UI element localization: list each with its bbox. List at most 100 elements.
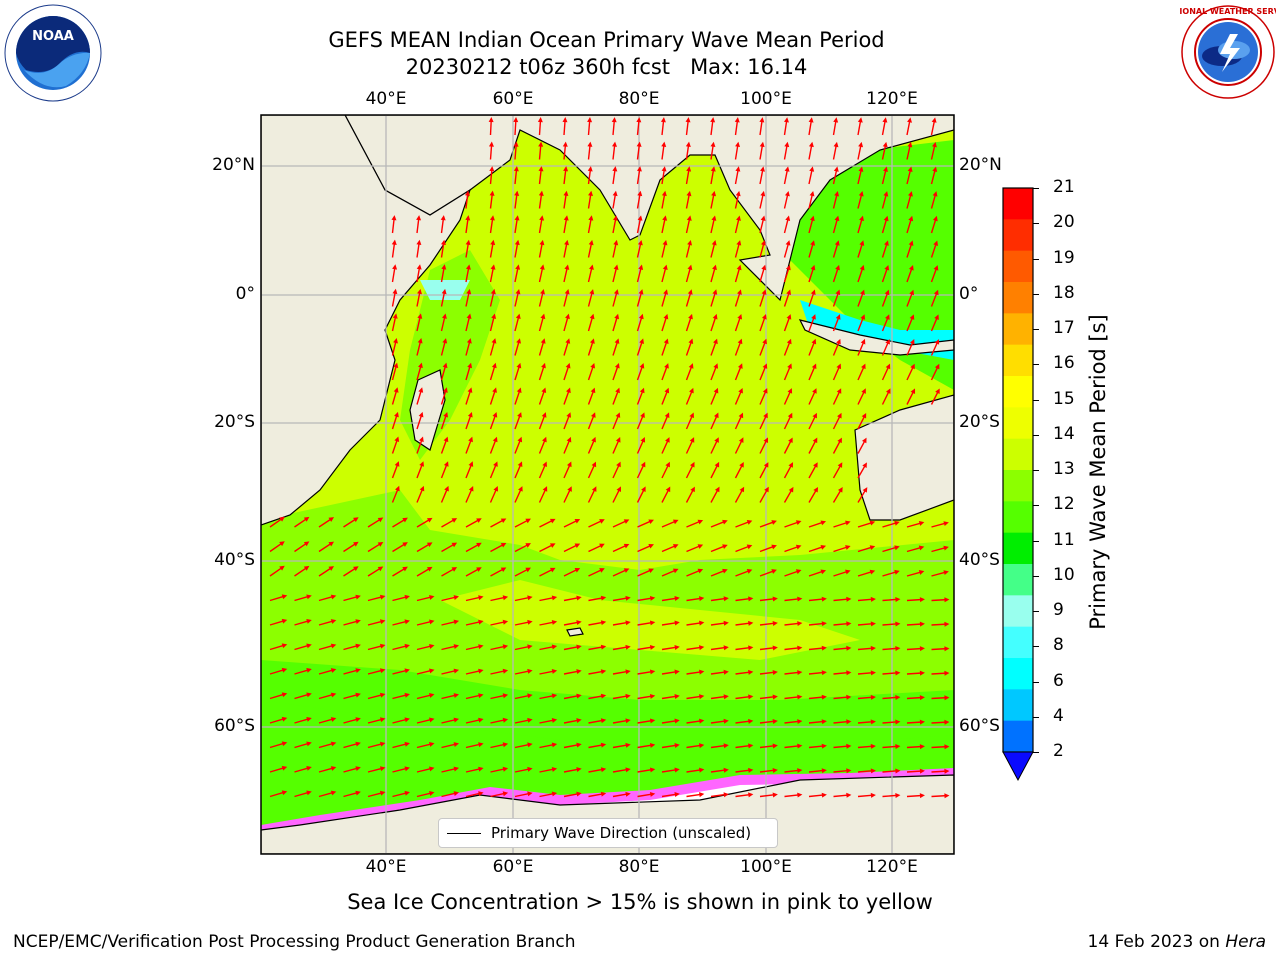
wave-arrow bbox=[637, 568, 654, 577]
wave-arrow bbox=[857, 768, 876, 774]
wave-arrow bbox=[416, 461, 424, 479]
wave-arrow bbox=[587, 461, 597, 479]
wave-arrow bbox=[808, 289, 816, 307]
wave-arrow bbox=[538, 387, 547, 405]
colorbar-segment bbox=[1003, 407, 1033, 440]
colorbar-tick-label: 11 bbox=[1053, 529, 1075, 550]
wave-arrow bbox=[441, 518, 458, 528]
antarctica bbox=[261, 774, 954, 854]
wave-arrow bbox=[538, 239, 545, 258]
wave-arrow bbox=[391, 313, 398, 332]
wave-arrow bbox=[465, 387, 473, 405]
wave-arrow bbox=[563, 166, 569, 185]
wave-arrow bbox=[588, 568, 605, 577]
wave-arrow bbox=[441, 693, 460, 700]
bottom-lon-label: 60°E bbox=[492, 857, 534, 877]
map-legend: Primary Wave Direction (unscaled) bbox=[438, 818, 778, 848]
wave-arrow bbox=[661, 486, 671, 503]
wave-arrow bbox=[367, 594, 386, 602]
wave-arrow bbox=[612, 338, 620, 356]
wave-arrow bbox=[636, 264, 644, 283]
wave-arrow bbox=[367, 541, 384, 553]
wave-arrow bbox=[734, 141, 741, 160]
wave-arrow bbox=[612, 215, 618, 234]
wave-arrow bbox=[392, 668, 410, 675]
wave-arrow bbox=[735, 520, 753, 528]
wave-arrow bbox=[294, 765, 312, 773]
wave-arrow bbox=[269, 716, 288, 724]
wave-arrow bbox=[710, 792, 729, 798]
wave-arrow bbox=[343, 692, 361, 700]
colorbar-tick-mark bbox=[1033, 329, 1039, 330]
wave-arrow bbox=[710, 363, 719, 381]
top-lon-label: 80°E bbox=[618, 89, 660, 109]
wave-arrow bbox=[734, 289, 742, 307]
wave-arrow bbox=[833, 719, 852, 725]
wave-arrow bbox=[686, 767, 705, 773]
wave-arrow bbox=[783, 412, 793, 430]
wave-arrow bbox=[808, 363, 817, 381]
wave-arrow bbox=[734, 215, 741, 234]
wave-arrow bbox=[930, 289, 939, 307]
colorbar-label: Primary Wave Mean Period [s] bbox=[1086, 314, 1110, 630]
colorbar-tick-mark bbox=[1033, 575, 1039, 577]
wave-arrow bbox=[514, 436, 523, 454]
bottom-lon-label: 120°E bbox=[866, 857, 918, 877]
colorbar-segment bbox=[1003, 313, 1033, 346]
wave-arrow bbox=[563, 338, 571, 356]
wave-arrow bbox=[612, 264, 619, 283]
wave-arrow bbox=[440, 461, 449, 479]
wave-arrow bbox=[906, 191, 913, 209]
wave-arrow bbox=[465, 461, 474, 479]
wave-arrow bbox=[636, 215, 643, 234]
colorbar-tick-mark bbox=[1033, 188, 1039, 189]
wave-arrow bbox=[588, 620, 607, 626]
wave-arrow bbox=[539, 669, 558, 675]
wave-arrow bbox=[343, 643, 361, 651]
wave-arrow bbox=[587, 264, 594, 283]
wave-arrow bbox=[416, 766, 435, 773]
wave-arrow bbox=[857, 545, 876, 553]
wave-arrow bbox=[759, 314, 767, 332]
wave-arrow bbox=[465, 338, 472, 356]
wave-arrow bbox=[294, 594, 312, 602]
wave-arrow bbox=[784, 768, 803, 774]
wave-arrow bbox=[832, 264, 840, 283]
wave-arrow bbox=[318, 766, 337, 773]
wave-arrow bbox=[735, 669, 754, 675]
wave-arrow bbox=[318, 790, 337, 798]
wave-arrow bbox=[538, 166, 544, 185]
wave-arrow bbox=[906, 768, 925, 774]
wave-arrow bbox=[882, 569, 900, 577]
wave-arrow bbox=[661, 461, 670, 479]
wave-arrow bbox=[514, 518, 531, 528]
wave-arrow bbox=[906, 117, 912, 136]
wave-arrow bbox=[563, 387, 571, 405]
wave-arrow bbox=[783, 141, 790, 160]
wave-arrow bbox=[710, 544, 728, 553]
wave-arrow bbox=[489, 436, 498, 454]
wave-arrow bbox=[930, 166, 938, 185]
kerguelen bbox=[566, 627, 584, 637]
wave-arrow bbox=[832, 388, 842, 405]
wave-arrow bbox=[514, 215, 520, 234]
wave-arrow bbox=[416, 595, 435, 602]
wave-arrow bbox=[906, 597, 925, 603]
wave-arrow bbox=[441, 766, 460, 773]
wave-arrow bbox=[587, 486, 597, 503]
wave-arrow bbox=[759, 437, 769, 454]
footer-branch: NCEP/EMC/Verification Post Processing Pr… bbox=[13, 932, 576, 952]
wave-arrow bbox=[416, 387, 424, 405]
wave-arrow bbox=[783, 462, 794, 479]
colorbar-segment bbox=[1003, 532, 1033, 565]
colorbar bbox=[1002, 187, 1034, 782]
wave-arrow bbox=[489, 461, 498, 479]
wave-arrow bbox=[343, 717, 361, 724]
wave-arrow bbox=[735, 620, 754, 626]
wave-arrow bbox=[857, 645, 876, 651]
wave-arrow bbox=[735, 743, 754, 749]
wave-arrow bbox=[857, 437, 867, 454]
wave-arrow bbox=[490, 791, 509, 798]
wave-arrow bbox=[563, 486, 572, 503]
